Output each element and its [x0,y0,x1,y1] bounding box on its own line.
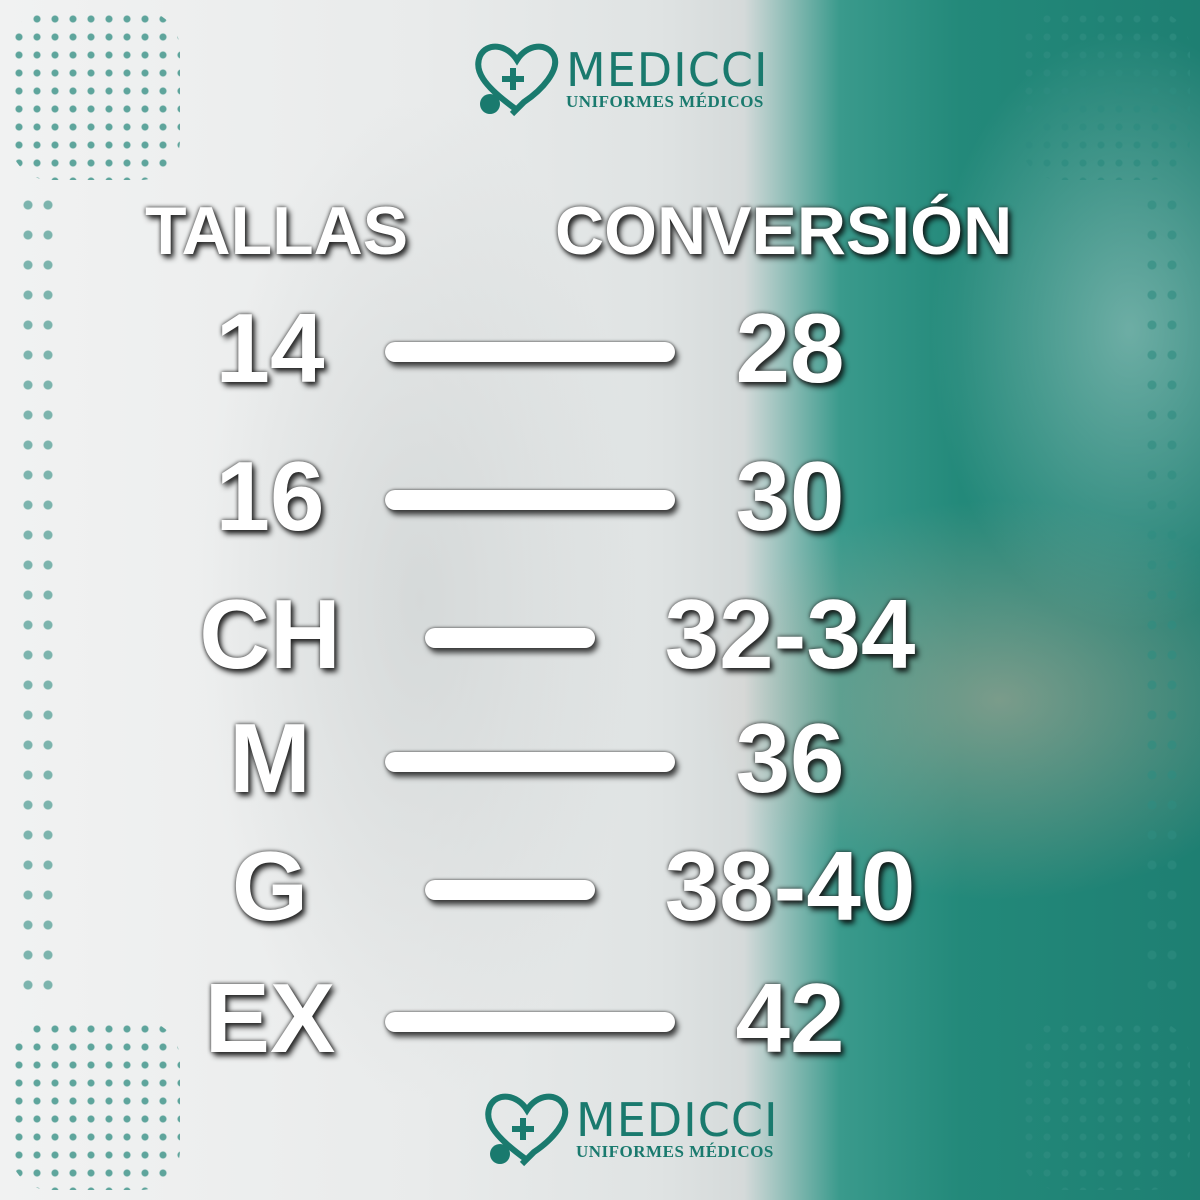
conversion-value: 38-40 [664,831,916,941]
brand-name: MEDICCI [576,1093,779,1147]
heart-stethoscope-icon [475,43,559,117]
conversion-value: 36 [735,703,845,813]
header-conversion: CONVERSIÓN [555,193,1013,269]
talla-label: M [229,703,311,813]
brand-tagline: UNIFORMES MÉDICOS [576,1142,774,1161]
conversion-value: 32-34 [664,579,916,689]
logo-bottom: MEDICCI UNIFORMES MÉDICOS [482,1090,779,1170]
connector-line [385,342,675,362]
logo-top: MEDICCI UNIFORMES MÉDICOS [472,40,769,120]
brand-name: MEDICCI [566,43,769,97]
connector-line [385,490,675,510]
heart-stethoscope-icon [485,1093,569,1167]
ornament-left [18,190,58,1010]
conversion-value: 30 [735,441,845,551]
ornament-top-right [1020,10,1190,180]
ornament-top-left [10,10,180,180]
talla-label: 14 [215,293,325,403]
header-tallas: TALLAS [145,193,409,269]
ornament-bottom-left [10,1020,180,1190]
ornament-right [1142,190,1182,1010]
talla-label: CH [199,579,341,689]
talla-label: 16 [215,441,325,551]
conversion-value: 42 [735,963,845,1073]
connector-line [385,752,675,772]
talla-label: EX [204,963,336,1073]
ornament-bottom-right [1020,1020,1190,1190]
talla-label: G [231,831,309,941]
brand-tagline: UNIFORMES MÉDICOS [566,92,764,111]
connector-line [425,880,595,900]
connector-line [385,1012,675,1032]
conversion-value: 28 [735,293,845,403]
connector-line [425,628,595,648]
